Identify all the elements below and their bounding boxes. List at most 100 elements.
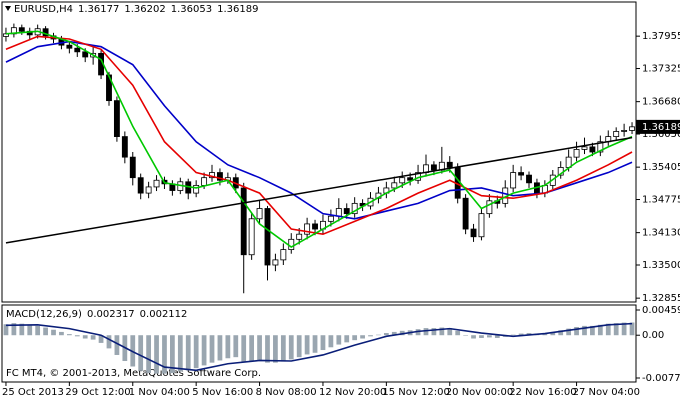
candle-body	[288, 238, 295, 251]
macd-bar	[328, 335, 334, 348]
x-tick-label: 20 Nov 00:00	[446, 387, 513, 398]
candle-body	[462, 197, 469, 230]
macd-bar	[51, 329, 56, 336]
indicator-line	[5, 30, 633, 248]
header-high: 1.36202	[124, 4, 165, 15]
macd-bar	[233, 335, 239, 358]
candle-body	[581, 146, 588, 150]
macd-bar	[463, 335, 468, 336]
candle-body	[248, 218, 255, 256]
candle-body	[153, 179, 160, 188]
macd-bar	[193, 335, 199, 369]
x-tick-label: 5 Nov 16:00	[192, 387, 253, 398]
x-tick-label: 22 Nov 16:00	[509, 387, 576, 398]
macd-bar	[11, 323, 17, 336]
macd-bar	[312, 335, 318, 353]
macd-bar	[185, 335, 191, 371]
candle-body	[335, 208, 342, 217]
candle-body	[629, 126, 635, 131]
x-tick-label: 25 Oct 2013	[2, 387, 64, 398]
macd-bar	[138, 335, 144, 371]
macd-bar	[550, 331, 556, 336]
macd-bar	[320, 335, 326, 351]
x-tick-label: 8 Nov 08:00	[256, 387, 317, 398]
chart-header: EURUSD,H4 1.36177 1.36202 1.36053 1.36189	[14, 4, 258, 15]
indicator-line	[5, 40, 633, 220]
macd-bar	[217, 335, 223, 361]
candle-body	[304, 223, 311, 235]
macd-bar	[590, 325, 595, 336]
macd-bar	[35, 325, 41, 336]
candle-body	[256, 208, 263, 220]
macd-bar	[304, 335, 310, 355]
header-close: 1.36189	[217, 4, 258, 15]
candle-body	[327, 215, 334, 222]
x-tick-label: 1 Nov 04:00	[129, 387, 190, 398]
indicator-line	[5, 322, 633, 372]
candle-body	[343, 208, 350, 215]
macd-bar	[494, 335, 500, 338]
macd-bar	[249, 335, 255, 362]
macd-bar	[621, 322, 627, 336]
header-low: 1.36053	[171, 4, 212, 15]
candle-body	[264, 208, 271, 266]
y-tick-label: 1.34130	[642, 228, 680, 239]
candle-body	[470, 228, 477, 238]
x-tick-label: 12 Nov 20:00	[319, 387, 386, 398]
macd-bar	[574, 326, 579, 336]
candle-body	[82, 51, 89, 58]
macd-bar	[336, 335, 342, 345]
last-price-label: 1.36189	[642, 122, 680, 133]
y-tick-label: -0.007797	[642, 373, 680, 384]
macd-bar	[376, 334, 381, 336]
signal-value: 0.002112	[140, 309, 188, 320]
macd-bar	[391, 331, 397, 336]
candle-body	[510, 172, 517, 189]
candle-body	[407, 177, 414, 181]
macd-bar	[487, 335, 492, 338]
macd-bar	[257, 335, 262, 360]
macd-bar	[265, 335, 270, 363]
macd-bar	[629, 322, 635, 336]
macd-bar	[558, 330, 564, 336]
x-tick-label: 29 Oct 12:00	[65, 387, 130, 398]
candle-body	[597, 141, 604, 153]
macd-value: 0.002317	[87, 309, 135, 320]
candle-body	[446, 161, 453, 168]
macd-bar	[98, 335, 104, 343]
candle-body	[518, 172, 525, 176]
macd-bar	[526, 333, 532, 336]
macd-bar	[344, 335, 350, 343]
candle-body	[486, 200, 493, 215]
macd-bar	[447, 328, 453, 336]
candle-body	[66, 44, 73, 49]
macd-bar	[360, 335, 365, 339]
macd-bar	[479, 335, 484, 338]
macd-bar	[423, 328, 429, 336]
x-tick-label: 15 Nov 12:00	[382, 387, 449, 398]
macd-bar	[66, 334, 72, 336]
macd-bar	[106, 335, 112, 349]
candle-body	[351, 202, 358, 215]
y-tick-label: 1.33500	[642, 260, 680, 271]
candle-body	[621, 130, 628, 132]
macd-title: MACD(12,26,9)	[6, 309, 82, 320]
macd-bar	[296, 335, 302, 358]
macd-bar	[280, 335, 286, 362]
candle-body	[296, 233, 303, 240]
macd-bar	[597, 324, 603, 336]
candle-body	[74, 47, 81, 53]
macd-bar	[439, 327, 445, 336]
main-pane	[1, 1, 637, 303]
macd-bar	[273, 335, 278, 363]
candle-body	[391, 182, 398, 189]
candle-body	[526, 174, 532, 184]
macd-bar	[383, 333, 389, 336]
macd-header: MACD(12,26,9) 0.002317 0.002112	[6, 309, 187, 320]
macd-bar	[74, 335, 80, 337]
macd-bar	[27, 325, 33, 336]
y-tick-label: 0.00	[642, 330, 664, 341]
macd-bar	[225, 335, 231, 359]
